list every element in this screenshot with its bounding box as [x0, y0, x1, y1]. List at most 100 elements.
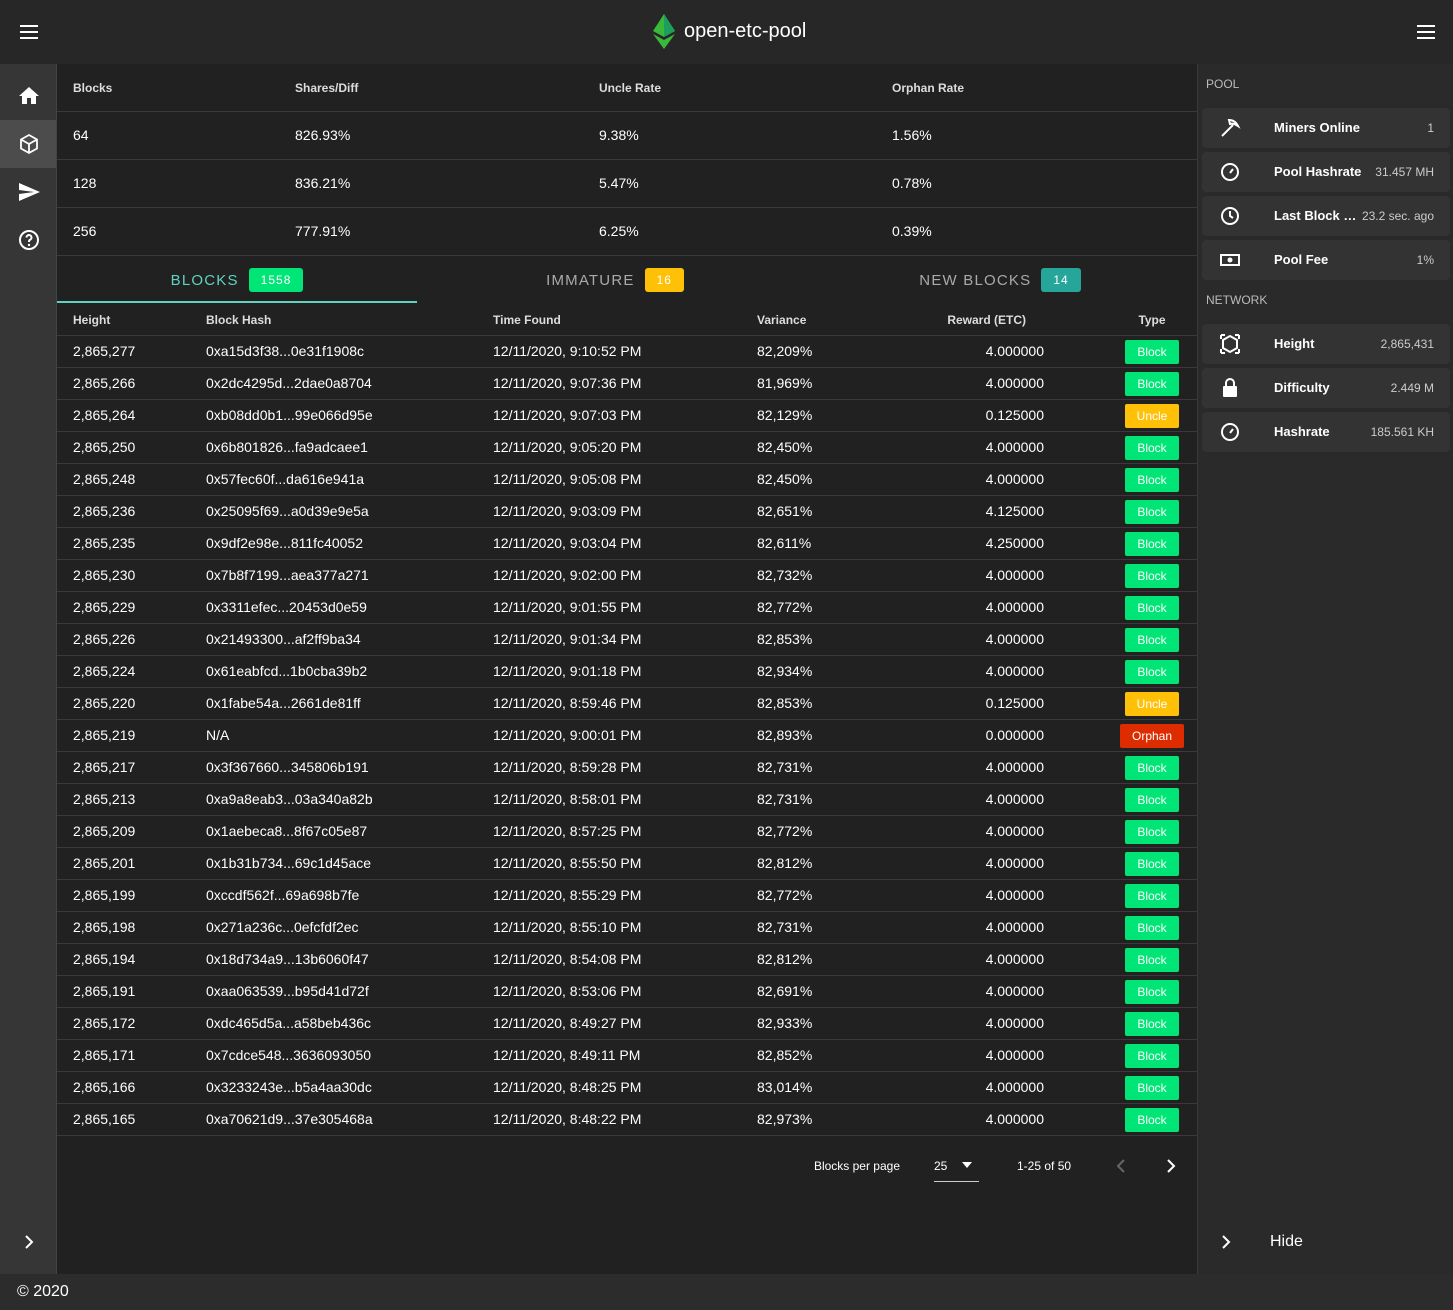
blocks-header: Reward (ETC) — [947, 313, 1026, 327]
nav-home[interactable] — [17, 84, 41, 108]
blocks-row — [57, 816, 1197, 848]
tab-label: IMMATURE — [546, 271, 635, 289]
next-page[interactable] — [1159, 1154, 1183, 1178]
type-badge: Block — [1125, 1044, 1179, 1068]
type-badge: Block — [1125, 564, 1179, 588]
tab-label: BLOCKS — [170, 271, 239, 289]
type-badge: Block — [1125, 788, 1179, 812]
type-badge: Block — [1125, 532, 1179, 556]
blocks-cell: 2,865,219 — [73, 727, 136, 743]
blocks-cell: 4.000000 — [985, 471, 1044, 487]
blocks-cell: 83,014% — [757, 1079, 813, 1095]
hide-button[interactable]: Hide — [1270, 1233, 1303, 1250]
blocks-cell: 2,865,171 — [73, 1047, 136, 1063]
blocks-cell: 4.000000 — [985, 951, 1044, 967]
drawer-button[interactable] — [1414, 20, 1438, 44]
blocks-header: Block Hash — [206, 313, 272, 327]
tab[interactable]: IMMATURE 16 — [435, 256, 795, 304]
type-badge: Block — [1125, 436, 1179, 460]
blocks-cell: 82,934% — [757, 663, 813, 679]
nav-payments[interactable] — [17, 180, 41, 204]
blocks-cell: 0x9df2e98e...811fc40052 — [206, 535, 363, 551]
type-badge: Uncle — [1124, 692, 1180, 716]
blocks-cell: 12/11/2020, 8:55:10 PM — [493, 919, 642, 935]
tab[interactable]: NEW BLOCKS 14 — [820, 256, 1180, 304]
stats-header: Uncle Rate — [599, 81, 662, 95]
blocks-cell: 0x7cdce548...3636093050 — [206, 1047, 372, 1063]
blocks-row — [57, 848, 1197, 880]
blocks-cell: 12/11/2020, 8:59:28 PM — [493, 759, 642, 775]
blocks-cell: 4.000000 — [985, 375, 1044, 391]
stat-value: 1 — [1427, 121, 1434, 135]
type-cell: Block — [1092, 372, 1212, 396]
stats-cell: 0.78% — [892, 175, 932, 191]
blocks-row — [57, 464, 1197, 496]
blocks-cell: 0xa15d3f38...0e31f1908c — [206, 343, 365, 359]
blocks-cell: 0x7b8f7199...aea377a271 — [206, 567, 369, 583]
blocks-cell: 12/11/2020, 9:05:08 PM — [493, 471, 642, 487]
nav-blocks[interactable] — [17, 132, 41, 156]
blocks-cell: 12/11/2020, 8:49:11 PM — [493, 1047, 641, 1063]
type-badge: Block — [1125, 372, 1179, 396]
type-badge: Block — [1125, 468, 1179, 492]
blocks-cell: 4.000000 — [985, 791, 1044, 807]
stat-icon — [1221, 423, 1239, 441]
blocks-cell: 82,853% — [757, 695, 813, 711]
blocks-cell: 2,865,220 — [73, 695, 136, 711]
prev-page[interactable] — [1109, 1154, 1133, 1178]
blocks-row — [57, 1104, 1197, 1136]
blocks-cell: 0x2dc4295d...2dae0a8704 — [206, 375, 372, 391]
menu-button[interactable] — [17, 20, 41, 44]
blocks-cell: 0xa9a8eab3...03a340a82b — [206, 791, 373, 807]
blocks-cell: 2,865,209 — [73, 823, 136, 839]
stats-header: Blocks — [73, 81, 113, 95]
blocks-cell: 2,865,166 — [73, 1079, 136, 1095]
blocks-row — [57, 528, 1197, 560]
type-badge: Block — [1125, 1012, 1179, 1036]
blocks-cell: 82,691% — [757, 983, 813, 999]
blocks-cell: 0xaa063539...b95d41d72f — [206, 983, 369, 999]
stat-value: 23.2 sec. ago — [1361, 209, 1434, 223]
blocks-cell: 0.000000 — [985, 727, 1044, 743]
blocks-cell: 4.000000 — [985, 343, 1044, 359]
blocks-cell: 4.000000 — [985, 1047, 1044, 1063]
blocks-row — [57, 560, 1197, 592]
blocks-cell: 12/11/2020, 9:01:18 PM — [493, 663, 642, 679]
type-cell: Block — [1092, 1108, 1212, 1132]
hide-chevron[interactable] — [1214, 1230, 1238, 1254]
type-cell: Block — [1092, 436, 1212, 460]
stat-value: 2.449 M — [1390, 381, 1434, 395]
tab[interactable]: BLOCKS 1558 — [57, 256, 417, 304]
blocks-cell: 82,933% — [757, 1015, 813, 1031]
blocks-cell: 2,865,235 — [73, 535, 136, 551]
stats-cell: 5.47% — [599, 175, 639, 191]
blocks-cell: 0x3311efec...20453d0e59 — [206, 599, 367, 615]
blocks-cell: 2,865,172 — [73, 1015, 136, 1031]
blocks-cell: 12/11/2020, 9:01:34 PM — [493, 631, 642, 647]
section-heading: POOL — [1206, 77, 1240, 91]
stat-card: Height 2,865,431 — [1202, 324, 1450, 364]
stats-row — [57, 112, 1197, 160]
blocks-cell: 2,865,266 — [73, 375, 136, 391]
blocks-cell: 12/11/2020, 9:03:04 PM — [493, 535, 642, 551]
nav-help[interactable] — [17, 228, 41, 252]
blocks-cell: 12/11/2020, 8:57:25 PM — [493, 823, 642, 839]
type-cell: Block — [1092, 788, 1212, 812]
blocks-cell: 12/11/2020, 8:48:25 PM — [493, 1079, 642, 1095]
nav-expand[interactable] — [17, 1230, 41, 1254]
type-badge: Block — [1125, 340, 1179, 364]
stats-row — [57, 208, 1197, 256]
stat-value: 1% — [1416, 253, 1434, 267]
type-cell: Block — [1092, 916, 1212, 940]
blocks-cell: 82,772% — [757, 599, 813, 615]
per-page-select[interactable]: 25 — [934, 1152, 979, 1182]
blocks-row — [57, 1040, 1197, 1072]
type-cell: Block — [1092, 340, 1212, 364]
blocks-cell: 82,731% — [757, 759, 813, 775]
type-badge: Block — [1125, 820, 1179, 844]
tab-indicator — [57, 301, 417, 303]
type-badge: Block — [1125, 1108, 1179, 1132]
blocks-cell: 0x18d734a9...13b6060f47 — [206, 951, 369, 967]
blocks-cell: 4.125000 — [985, 503, 1044, 519]
stats-header: Orphan Rate — [892, 81, 965, 95]
